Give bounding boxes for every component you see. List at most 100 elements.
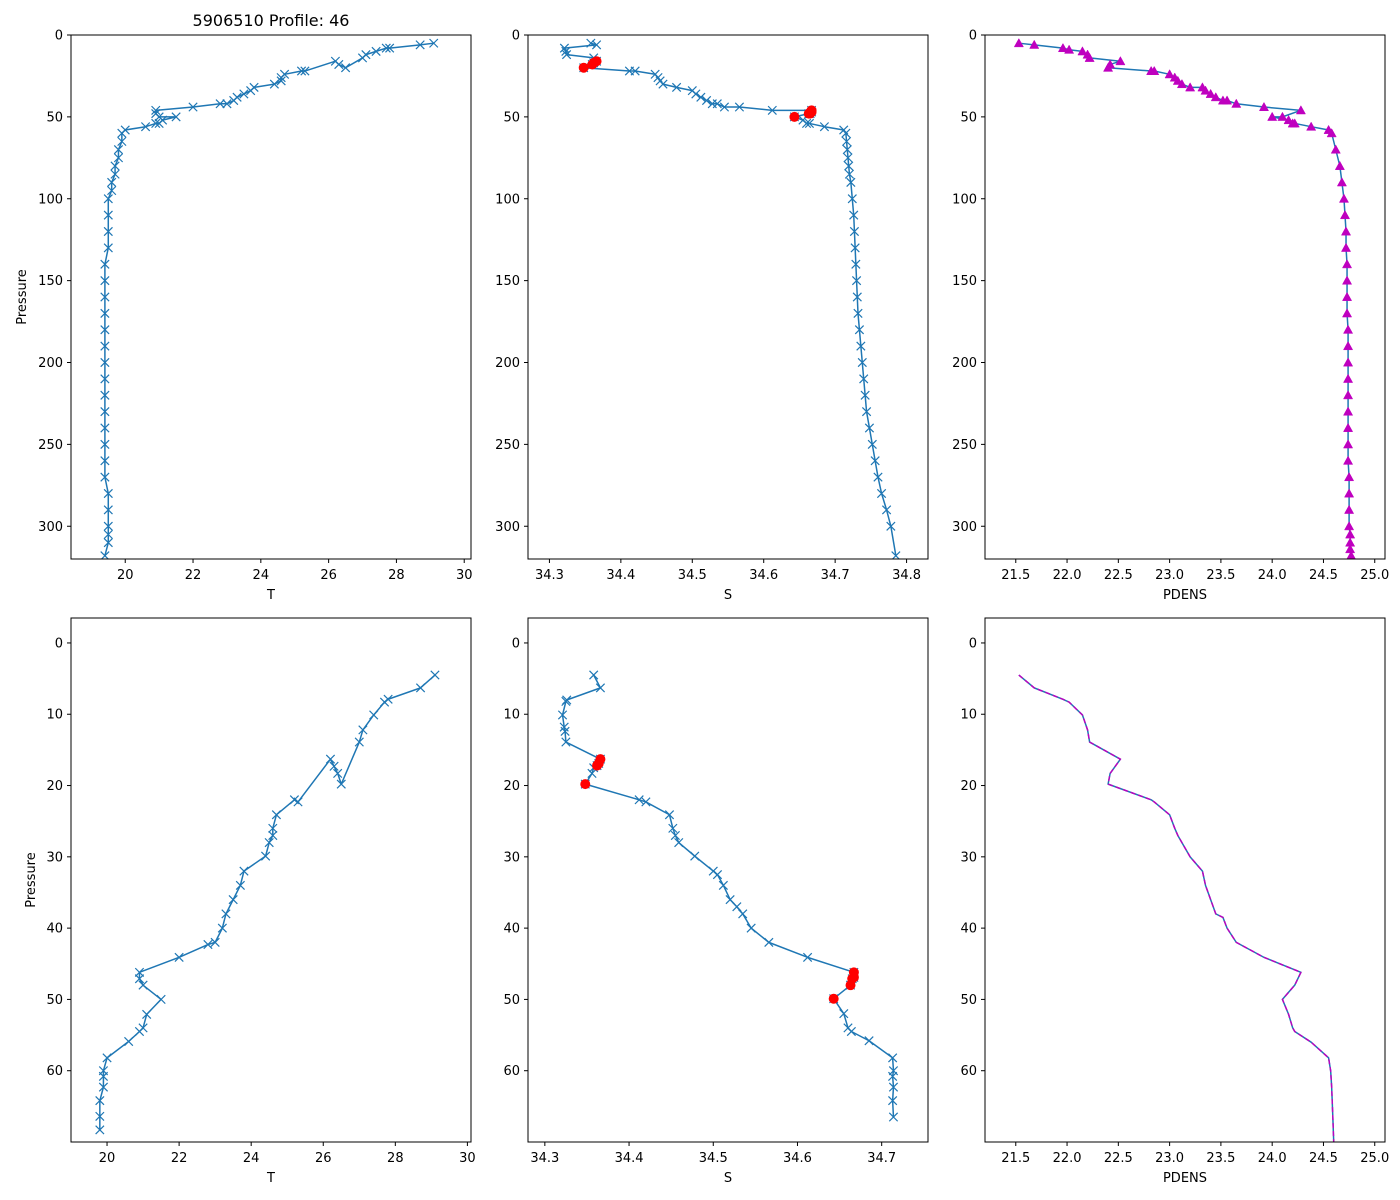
y-tick-label: 300 bbox=[38, 520, 63, 535]
data-point-marker bbox=[300, 66, 310, 76]
plot-area bbox=[100, 38, 439, 559]
x-tick-label: 24.0 bbox=[1258, 1151, 1287, 1166]
data-point-marker bbox=[719, 102, 730, 112]
y-tick-label: 60 bbox=[960, 1064, 977, 1079]
x-tick-label: 25.0 bbox=[1360, 568, 1389, 583]
data-point-marker bbox=[369, 710, 379, 720]
data-point-marker bbox=[1185, 82, 1196, 92]
data-point-marker bbox=[1343, 406, 1354, 416]
data-point-marker bbox=[103, 529, 113, 540]
data-point-marker bbox=[203, 939, 213, 950]
data-point-marker bbox=[1342, 259, 1353, 269]
figure-title: 5906510 Profile: 46 bbox=[193, 11, 350, 30]
y-tick-label: 10 bbox=[503, 708, 520, 723]
panel-d-zoom: 21.5 22.0 22.5 23.0 23.5 24.0 24.5 25.0 0 10 20 30 4… bbox=[960, 617, 1389, 1186]
data-point-marker bbox=[1103, 62, 1114, 72]
series-line-s bbox=[561, 674, 895, 1118]
data-point-marker bbox=[767, 105, 777, 115]
data-point-marker bbox=[690, 851, 700, 861]
axes-frame bbox=[70, 617, 472, 1143]
data-point-marker bbox=[100, 407, 110, 417]
plot-area bbox=[559, 38, 901, 559]
data-point-marker bbox=[103, 538, 113, 548]
data-point-marker bbox=[330, 56, 341, 66]
data-point-marker bbox=[886, 521, 896, 531]
data-point-marker bbox=[110, 161, 120, 171]
x-tick-label: 22 bbox=[185, 568, 202, 583]
data-point-marker bbox=[595, 683, 606, 693]
y-tick-label: 50 bbox=[503, 993, 520, 1008]
y-tick-label: 150 bbox=[952, 274, 977, 289]
data-point-marker bbox=[100, 259, 110, 269]
x-tick-label: 24 bbox=[243, 1151, 260, 1166]
y-tick-label: 150 bbox=[38, 274, 63, 289]
data-point-marker bbox=[853, 308, 863, 318]
axes-frame bbox=[984, 617, 1386, 1143]
data-point-marker bbox=[851, 259, 861, 269]
data-point-marker bbox=[1277, 111, 1288, 121]
y-tick-label: 250 bbox=[952, 438, 977, 453]
data-point-marker bbox=[587, 768, 597, 779]
flagged-point bbox=[789, 111, 800, 122]
data-point-marker bbox=[1343, 373, 1354, 383]
plot-area bbox=[1013, 38, 1356, 559]
x-axis-label: S bbox=[724, 1171, 732, 1186]
data-point-marker bbox=[841, 136, 852, 147]
data-point-marker bbox=[873, 472, 883, 482]
data-point-marker bbox=[867, 439, 877, 449]
flagged-point bbox=[803, 108, 814, 119]
data-point-marker bbox=[842, 145, 852, 155]
data-point-marker bbox=[1222, 95, 1233, 105]
x-tick-label: 22.0 bbox=[1053, 568, 1082, 583]
data-point-marker bbox=[1343, 357, 1354, 367]
panels: 20 22 24 26 28 30050100150200250300TPressure3… bbox=[15, 29, 1389, 1187]
data-point-marker bbox=[103, 194, 113, 204]
data-point-marker bbox=[333, 768, 343, 779]
data-point-marker bbox=[229, 95, 239, 106]
plot-area bbox=[95, 670, 440, 1135]
data-point-marker bbox=[1200, 85, 1211, 95]
data-point-marker bbox=[358, 725, 368, 735]
data-point-marker bbox=[1343, 439, 1354, 449]
data-point-marker bbox=[100, 357, 110, 368]
data-point-marker bbox=[354, 737, 364, 747]
data-point-marker bbox=[696, 92, 706, 102]
data-point-marker bbox=[138, 980, 148, 990]
data-point-marker bbox=[221, 909, 231, 919]
data-point-marker bbox=[712, 870, 723, 880]
data-point-marker bbox=[1029, 39, 1040, 49]
data-point-marker bbox=[860, 390, 870, 400]
data-point-marker bbox=[718, 880, 728, 890]
x-tick-label: 20 bbox=[99, 1151, 116, 1166]
axes-frame bbox=[984, 34, 1386, 560]
data-point-marker bbox=[103, 505, 113, 515]
data-point-marker bbox=[1339, 210, 1351, 220]
data-point-marker bbox=[1057, 42, 1068, 53]
y-tick-label: 40 bbox=[503, 922, 520, 937]
data-point-marker bbox=[671, 82, 682, 93]
data-point-marker bbox=[276, 76, 286, 86]
data-point-marker bbox=[95, 1111, 105, 1121]
data-point-marker bbox=[100, 308, 110, 318]
y-tick-label: 100 bbox=[495, 192, 520, 207]
x-axis-label: T bbox=[266, 588, 275, 603]
data-point-marker bbox=[888, 1053, 898, 1063]
series-overlay-pdens bbox=[1018, 674, 1335, 1142]
data-point-marker bbox=[1338, 193, 1349, 203]
data-point-marker bbox=[630, 66, 640, 76]
y-tick-label: 300 bbox=[495, 520, 520, 535]
x-tick-label: 23.5 bbox=[1206, 568, 1235, 583]
data-point-marker bbox=[385, 43, 395, 53]
data-point-marker bbox=[841, 128, 851, 138]
data-point-marker bbox=[850, 243, 860, 253]
data-point-marker bbox=[103, 243, 113, 253]
data-point-marker bbox=[151, 105, 161, 115]
y-tick-label: 300 bbox=[952, 520, 977, 535]
y-tick-label: 40 bbox=[46, 922, 63, 937]
data-point-marker bbox=[100, 472, 110, 482]
y-axis-label: Pressure bbox=[24, 852, 39, 908]
data-point-marker bbox=[100, 390, 110, 400]
data-point-marker bbox=[857, 357, 867, 368]
data-point-marker bbox=[1267, 111, 1278, 121]
